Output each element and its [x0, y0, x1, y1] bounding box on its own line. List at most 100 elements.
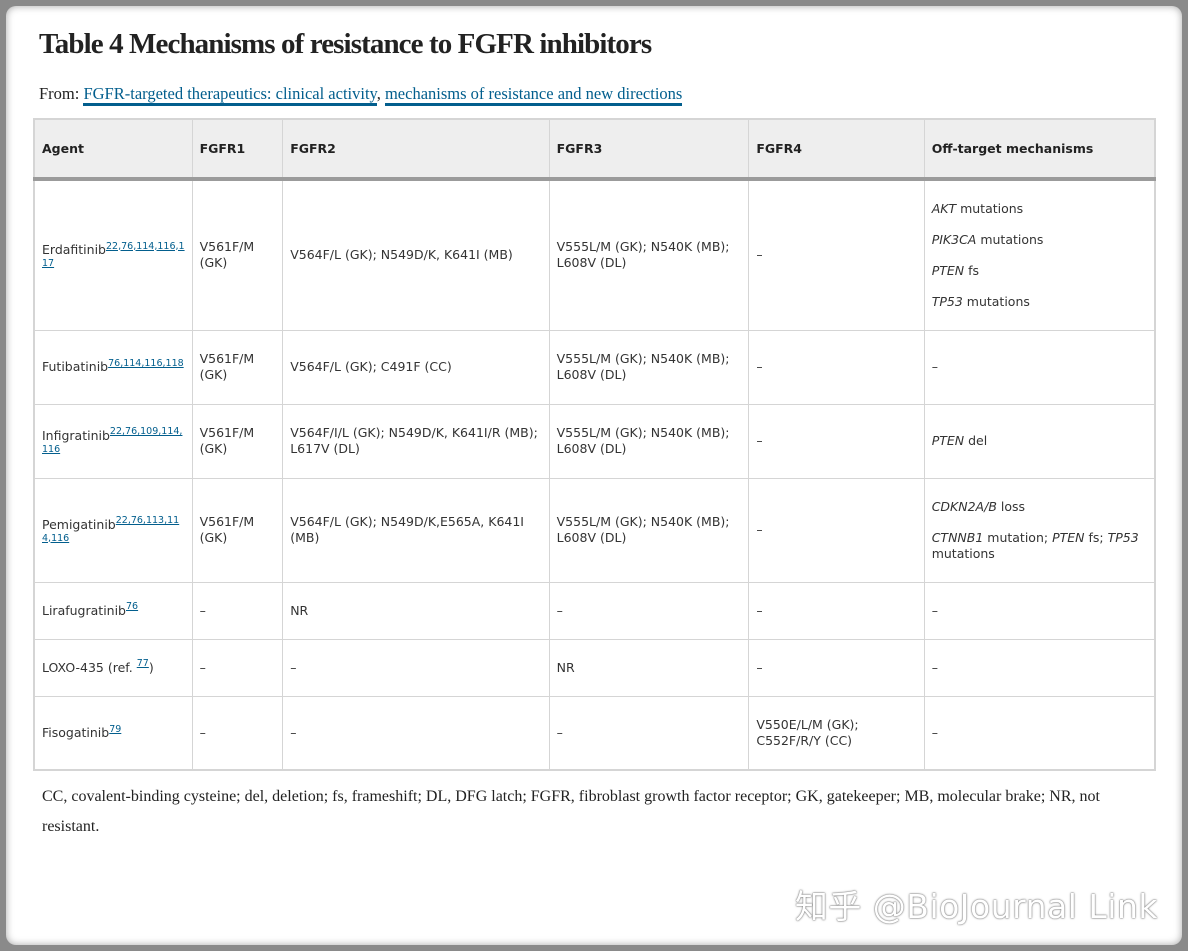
cell-fgfr2: – [282, 638, 550, 696]
off-target-entry: – [931, 724, 938, 740]
gene-name: PIK3CA [931, 231, 977, 247]
cell-fgfr2: NR [282, 581, 550, 639]
cell-fgfr3: NR [548, 638, 749, 696]
cell-fgfr4: – [748, 403, 925, 478]
table-row: Erdafitinib22,76,114,116,1 17 V561F/M (GK)… [33, 178, 1155, 330]
reference-link-continued[interactable]: 116 [42, 443, 61, 455]
cell-fgfr4: – [748, 581, 925, 639]
resistance-table: Agent FGFR1 FGFR2 FGFR3 FGFR4 Off-target… [33, 118, 1156, 771]
gene-name: CDKN2A/B [931, 498, 997, 514]
cell-fgfr4: – [748, 329, 925, 404]
cell-fgfr2: V564F/L (GK); N549D/K,E565A, K641I (MB) [282, 477, 550, 582]
reference-link[interactable]: 22,76,114,116,1 [106, 240, 185, 252]
off-target-entry: CTNNB1 mutation; PTEN fs; TP53 mutations [931, 529, 1139, 561]
reference-link-continued[interactable]: 17 [42, 257, 55, 269]
header-fgfr4: FGFR4 [748, 119, 925, 181]
agent-name: Pemigatinib [42, 516, 116, 532]
cell-off-target: AKT mutations PIK3CA mutations PTEN fs TP53… [923, 178, 1155, 330]
header-agent: Agent [33, 119, 193, 181]
table-row: LOXO-435 (ref. 77) – – NR – – [33, 638, 1155, 696]
agent-suffix: ) [148, 659, 154, 675]
header-off-target: Off-target mechanisms [923, 119, 1155, 181]
reference-link[interactable]: 77 [136, 658, 149, 670]
table-row: Fisogatinib79– – – V550E/L/M (GK); C552F/R/… [33, 695, 1155, 770]
source-separator: , [376, 84, 385, 103]
cell-fgfr3: – [548, 581, 749, 639]
cell-off-target: – [923, 638, 1155, 696]
table-row: Futibatinib76,114,116,118 V561F/M (GK) V56… [33, 329, 1155, 404]
cell-off-target: PTEN del [923, 403, 1155, 478]
cell-fgfr2: V564F/I/L (GK); N549D/K, K641I/R (MB); L… [282, 403, 550, 478]
off-target-entry: AKT mutations [931, 200, 1024, 216]
cell-fgfr1: V561F/M (GK) [191, 403, 283, 478]
source-article-link-part2[interactable]: mechanisms of resistance and new directi… [384, 84, 683, 106]
reference-link-continued[interactable]: 4,116 [42, 532, 70, 544]
reference-link[interactable]: 79 [109, 723, 122, 735]
header-fgfr3: FGFR3 [548, 119, 749, 181]
cell-fgfr3: – [548, 695, 749, 770]
table-footnote: CC, covalent-binding cysteine; del, dele… [42, 788, 1100, 835]
cell-fgfr4: – [748, 178, 925, 330]
cell-fgfr2: V564F/L (GK); C491F (CC) [282, 329, 550, 404]
off-target-entry: PTEN del [931, 433, 988, 448]
cell-agent: Pemigatinib22,76,113,11 4,116 [33, 477, 193, 582]
reference-link[interactable]: 22,76,109,114, [109, 426, 183, 438]
cell-fgfr3: V555L/M (GK); N540K (MB); L608V (DL) [548, 329, 749, 404]
cell-fgfr1: – [191, 695, 283, 770]
cell-fgfr4: – [748, 638, 925, 696]
from-label: From: [39, 84, 80, 103]
cell-fgfr3: V555L/M (GK); N540K (MB); L608V (DL) [548, 403, 749, 478]
off-target-entry: – [931, 359, 938, 374]
gene-name: CTNNB1 [931, 529, 984, 545]
cell-fgfr4: – [748, 477, 925, 582]
source-line: From: FGFR-targeted therapeutics: clinic… [39, 84, 683, 106]
cell-agent: Erdafitinib22,76,114,116,1 17 [33, 178, 193, 330]
gene-name: TP53 [1107, 529, 1139, 545]
cell-agent: Lirafugratinib76 [33, 581, 193, 639]
off-target-entry: PIK3CA mutations [931, 231, 1044, 247]
cell-fgfr2: – [282, 695, 550, 770]
agent-name: Futibatinib [42, 359, 109, 374]
cell-fgfr3: V555L/M (GK); N540K (MB); L608V (DL) [548, 178, 749, 330]
gene-name: AKT [931, 200, 957, 216]
cell-fgfr2: V564F/L (GK); N549D/K, K641I (MB) [282, 178, 550, 330]
header-fgfr2: FGFR2 [282, 119, 550, 181]
cell-agent: LOXO-435 (ref. 77) [33, 638, 193, 696]
agent-name: Erdafitinib [42, 241, 106, 257]
cell-fgfr1: V561F/M (GK) [191, 329, 283, 404]
cell-off-target: – [923, 695, 1155, 770]
off-target-entry: – [931, 659, 938, 675]
cell-fgfr1: – [191, 638, 283, 696]
reference-link[interactable]: 22,76,113,11 [115, 515, 180, 527]
agent-name: Fisogatinib [42, 724, 110, 740]
gene-name: TP53 [931, 293, 963, 309]
cell-off-target: – [923, 581, 1155, 639]
off-target-entry: – [931, 602, 938, 618]
cell-fgfr4: V550E/L/M (GK); C552F/R/Y (CC) [748, 695, 925, 770]
reference-link[interactable]: 76,114,116,118 [108, 357, 184, 369]
cell-fgfr3: V555L/M (GK); N540K (MB); L608V (DL) [548, 477, 749, 582]
gene-name: PTEN [931, 262, 965, 278]
cell-fgfr1: V561F/M (GK) [191, 477, 283, 582]
cell-agent: Futibatinib76,114,116,118 [33, 329, 193, 404]
header-fgfr1: FGFR1 [191, 119, 283, 181]
cell-fgfr1: V561F/M (GK) [191, 178, 283, 330]
off-target-entry: CDKN2A/B loss [931, 498, 1026, 514]
cell-off-target: CDKN2A/B loss CTNNB1 mutation; PTEN fs; T… [923, 477, 1155, 582]
source-article-link-part1[interactable]: FGFR-targeted therapeutics: clinical act… [83, 84, 377, 106]
table-row: Pemigatinib22,76,113,11 4,116 V561F/M (GK)… [33, 477, 1155, 582]
off-target-entry: PTEN fs [931, 262, 980, 278]
cell-fgfr1: – [191, 581, 283, 639]
gene-name: PTEN [931, 433, 965, 448]
agent-name: Lirafugratinib [42, 602, 126, 618]
reference-link[interactable]: 76 [126, 601, 139, 613]
cell-agent: Infigratinib22,76,109,114, 116 [33, 403, 193, 478]
table-row: Infigratinib22,76,109,114, 116 V561F/M (GK… [33, 403, 1155, 478]
agent-name: LOXO-435 (ref. [42, 659, 137, 675]
cell-agent: Fisogatinib79 [33, 695, 193, 770]
page-title: Table 4 Mechanisms of resistance to FGFR… [39, 28, 652, 60]
gene-name: PTEN [1052, 529, 1085, 545]
watermark: 知乎 @BioJournal Link [794, 887, 1158, 926]
cell-off-target: – [923, 329, 1155, 404]
off-target-entry: TP53 mutations [931, 293, 1030, 309]
